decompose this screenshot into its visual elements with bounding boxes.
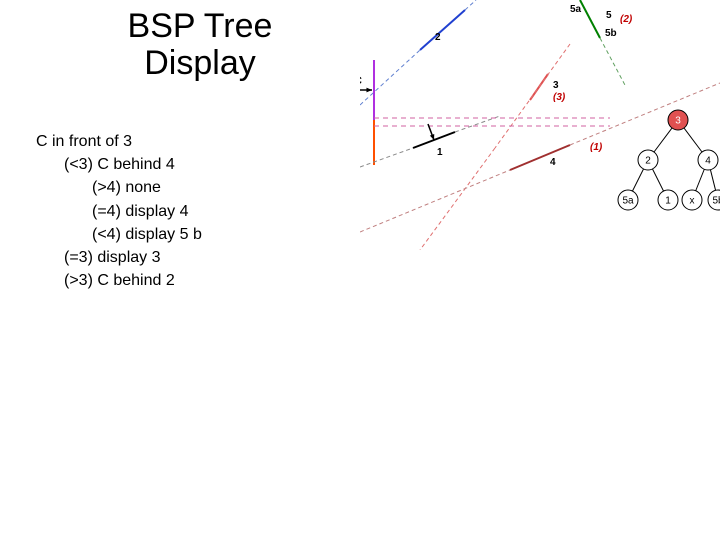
arrow-c: C (360, 75, 372, 92)
scene-label: 1 (437, 147, 443, 158)
scene-label: (2) (620, 14, 633, 25)
trace-line: (<4) display 5 b (36, 223, 202, 246)
scene-layer: C123(3)4(1)55a5b(2) (360, 0, 720, 250)
tree-node-n5b: 5b (708, 190, 720, 210)
trace-line: (<3) C behind 4 (36, 153, 202, 176)
ext-5-dn (600, 38, 626, 87)
seg-5 (580, 0, 600, 38)
seg-2 (420, 10, 465, 50)
scene-label: 5 (606, 10, 612, 21)
bsp-trace-text: C in front of 3 (<3) C behind 4 (>4) non… (36, 130, 202, 292)
tree-node-n2: 2 (638, 150, 658, 170)
title-line-1: BSP Tree (128, 7, 273, 45)
svg-text:1: 1 (665, 196, 671, 207)
trace-line: (>4) none (36, 176, 202, 199)
tree-node-n5a: 5a (618, 190, 638, 210)
scene-label: (3) (553, 92, 566, 103)
svg-text:5a: 5a (622, 196, 634, 207)
ext-4-l (360, 170, 510, 232)
tree-node-nx: x (682, 190, 702, 210)
tree-node-n4: 4 (698, 150, 718, 170)
scene-label: 3 (553, 80, 559, 91)
scene-label: 5a (570, 4, 582, 15)
trace-line: (=3) display 3 (36, 246, 202, 269)
tree-layer: 3 2 4 5a 1 x 5b (618, 110, 720, 210)
svg-text:x: x (690, 196, 695, 207)
svg-text:C: C (360, 75, 362, 87)
scene-label: (1) (590, 142, 603, 153)
ext-4-r (570, 83, 720, 145)
slide: BSP Tree Display C in front of 3 (<3) C … (0, 0, 720, 540)
trace-line: (=4) display 4 (36, 200, 202, 223)
tree-node-n1: 1 (658, 190, 678, 210)
slide-title: BSP Tree Display (60, 8, 340, 83)
ext-2-l (360, 50, 420, 105)
svg-text:3: 3 (675, 116, 681, 127)
scene-label: 2 (435, 32, 441, 43)
scene-label: 4 (550, 157, 556, 168)
svg-text:5b: 5b (712, 196, 720, 207)
seg-4 (510, 145, 570, 170)
diagram-svg: C123(3)4(1)55a5b(2) 3245a1x5b (360, 0, 720, 250)
scene-label: 5b (605, 28, 617, 39)
ext-3-dn (420, 148, 495, 250)
trace-line: C in front of 3 (36, 130, 202, 153)
title-line-2: Display (144, 44, 255, 82)
tree-node-n3: 3 (668, 110, 688, 130)
ext-1-l (360, 148, 413, 167)
trace-line: (>3) C behind 2 (36, 269, 202, 292)
svg-text:2: 2 (645, 156, 651, 167)
svg-text:4: 4 (705, 156, 711, 167)
ext-2-r (465, 0, 476, 10)
bsp-diagram: C123(3)4(1)55a5b(2) 3245a1x5b (360, 0, 720, 250)
